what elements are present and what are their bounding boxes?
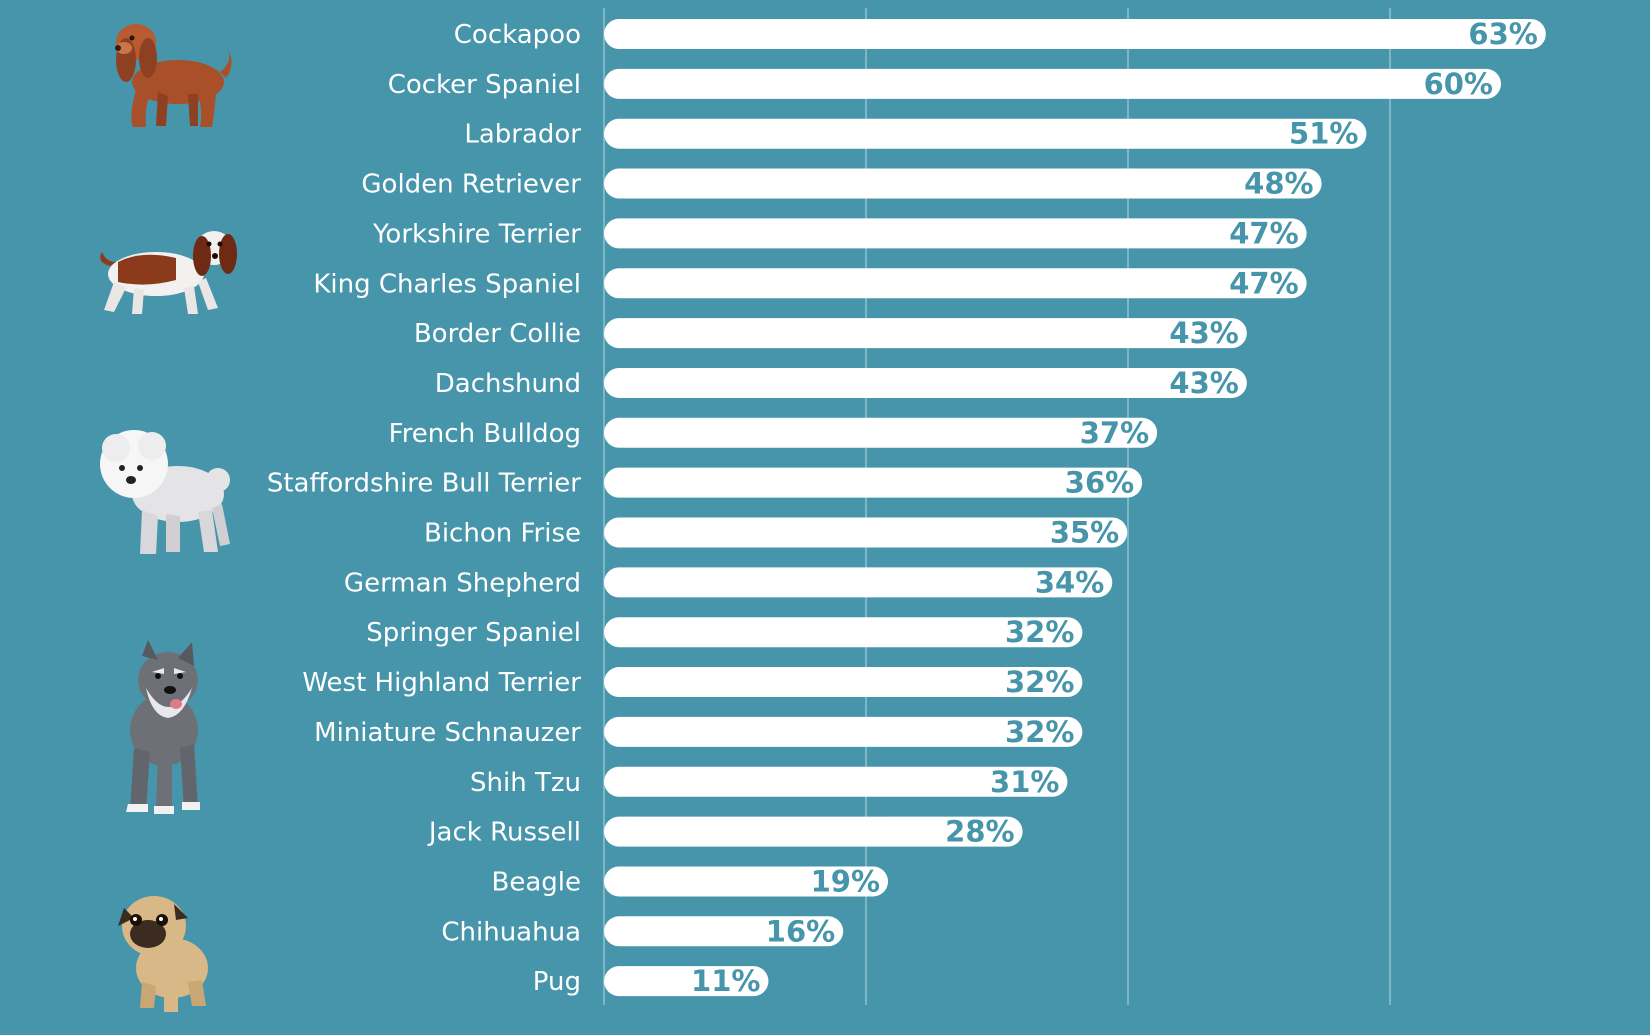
category-label: Chihuahua — [441, 917, 581, 947]
bar — [604, 218, 1307, 249]
category-label: Springer Spaniel — [366, 618, 581, 648]
gridlines — [603, 8, 1391, 1005]
category-label: Border Collie — [414, 319, 581, 349]
bar — [604, 118, 1367, 149]
value-label: 43% — [1169, 366, 1238, 400]
bar — [604, 816, 1023, 847]
bar — [604, 667, 1083, 698]
category-label: West Highland Terrier — [302, 668, 581, 698]
value-label: 43% — [1169, 316, 1238, 350]
value-label: 32% — [1005, 715, 1074, 749]
value-label: 34% — [1035, 565, 1104, 599]
bar — [604, 318, 1247, 349]
category-label: Yorkshire Terrier — [372, 219, 581, 249]
value-label: 32% — [1005, 615, 1074, 649]
value-label: 63% — [1468, 17, 1537, 51]
value-label: 60% — [1424, 67, 1493, 101]
bar — [604, 367, 1247, 398]
bar — [604, 19, 1546, 49]
bar — [604, 766, 1068, 797]
cocker-spaniel-icon — [115, 24, 232, 127]
value-label: 36% — [1065, 466, 1134, 500]
bar — [604, 916, 844, 947]
category-label: Cocker Spaniel — [388, 70, 581, 100]
category-label: Beagle — [492, 867, 582, 897]
category-label: Golden Retriever — [361, 170, 581, 200]
category-label: Dachshund — [435, 369, 581, 399]
king-charles-spaniel-icon — [100, 231, 237, 314]
category-label: Staffordshire Bull Terrier — [267, 469, 581, 499]
category-label: Labrador — [464, 120, 581, 150]
bar — [604, 268, 1307, 299]
category-label: Jack Russell — [427, 818, 581, 848]
value-label: 51% — [1289, 117, 1358, 151]
bar — [604, 716, 1083, 747]
value-label: 35% — [1050, 516, 1119, 550]
value-label: 19% — [811, 864, 880, 898]
value-label: 28% — [945, 815, 1014, 849]
bar — [604, 417, 1158, 448]
bar — [604, 567, 1113, 598]
category-label: French Bulldog — [389, 419, 581, 449]
miniature-schnauzer-icon — [126, 640, 200, 814]
value-label: 32% — [1005, 665, 1074, 699]
bar — [604, 517, 1128, 548]
category-label: Bichon Frise — [424, 519, 581, 549]
category-label: German Shepherd — [344, 568, 581, 598]
pug-icon — [118, 896, 208, 1012]
bar — [604, 467, 1143, 498]
value-label: 48% — [1244, 167, 1313, 201]
bichon-frise-icon — [100, 430, 230, 554]
value-label: 31% — [990, 765, 1059, 799]
value-label: 47% — [1229, 266, 1298, 300]
bar — [604, 866, 889, 897]
category-label: Cockapoo — [454, 20, 581, 50]
value-label: 47% — [1229, 216, 1298, 250]
bar — [604, 966, 769, 997]
dog-illustrations — [100, 24, 237, 1012]
category-label: Pug — [533, 967, 581, 997]
bars: Cockapoo 63% Cocker Spaniel 60% Labrador 51% G… — [267, 17, 1546, 998]
category-label: King Charles Spaniel — [313, 269, 581, 299]
value-label: 11% — [691, 964, 760, 998]
category-label: Shih Tzu — [470, 768, 581, 798]
value-label: 16% — [766, 914, 835, 948]
value-label: 37% — [1080, 416, 1149, 450]
bar — [604, 617, 1083, 648]
category-label: Miniature Schnauzer — [314, 718, 581, 748]
bar — [604, 168, 1322, 199]
bar — [604, 68, 1501, 99]
